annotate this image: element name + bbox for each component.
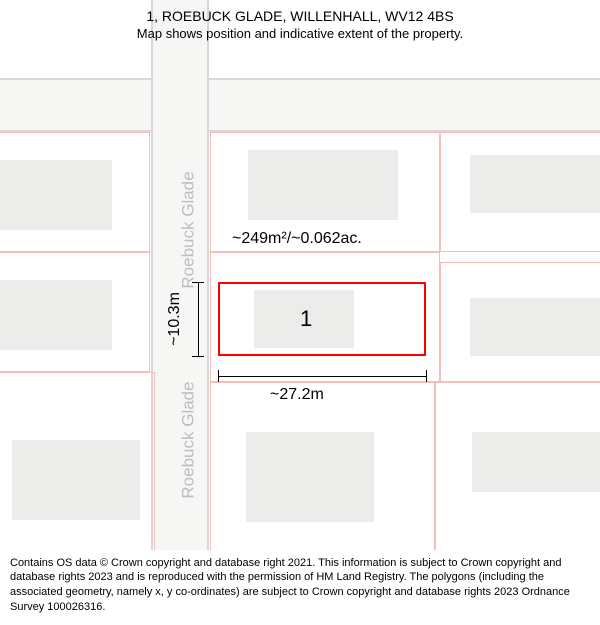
- dim-width-line: [218, 376, 426, 377]
- building: [0, 280, 112, 350]
- building: [248, 150, 398, 220]
- height-label: ~10.3m: [166, 292, 184, 346]
- building: [0, 160, 112, 230]
- building: [470, 155, 600, 213]
- header: 1, ROEBUCK GLADE, WILLENHALL, WV12 4BS M…: [0, 0, 600, 45]
- area-label: ~249m²/~0.062ac.: [232, 230, 362, 248]
- street-label: Roebuck Glade: [179, 381, 199, 498]
- building: [12, 440, 140, 520]
- dim-height-line: [198, 282, 199, 356]
- dim-tick: [192, 356, 204, 357]
- footer-copyright: Contains OS data © Crown copyright and d…: [0, 550, 600, 625]
- property-highlight: [218, 282, 426, 356]
- dim-tick: [192, 282, 204, 283]
- page-subtitle: Map shows position and indicative extent…: [10, 26, 590, 41]
- road-border-right: [207, 0, 209, 555]
- plot-number: 1: [300, 306, 312, 332]
- width-label: ~27.2m: [270, 386, 324, 404]
- dim-tick: [218, 370, 219, 382]
- building: [472, 432, 600, 492]
- page-title: 1, ROEBUCK GLADE, WILLENHALL, WV12 4BS: [10, 8, 590, 24]
- road-horizontal: [0, 80, 600, 130]
- building: [246, 432, 374, 522]
- building: [470, 298, 600, 356]
- dim-tick: [426, 370, 427, 382]
- map-canvas: Roebuck Glade Roebuck Glade 1 ~249m²/~0.…: [0, 0, 600, 625]
- street-label: Roebuck Glade: [179, 171, 199, 288]
